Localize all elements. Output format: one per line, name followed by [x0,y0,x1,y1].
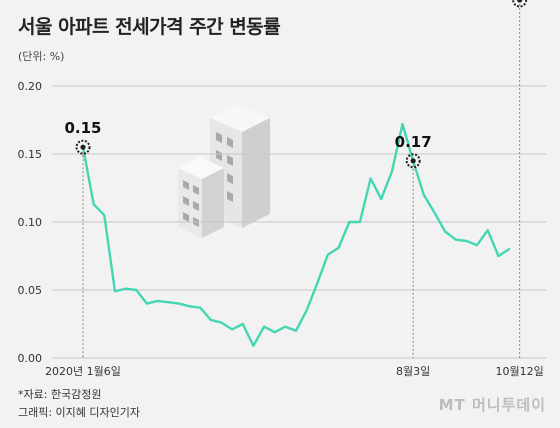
building-roof-2 [178,157,224,179]
building-front [242,118,270,228]
y-tick-label: 0.00 [18,352,43,365]
unit-label: (단위: %) [18,50,65,63]
y-tick-label: 0.05 [18,284,43,297]
peak-dot [410,158,416,164]
data-label: 0.17 [395,133,432,151]
annotation-markers: 0.15 0.17 0.08 [64,0,538,169]
y-tick-label: 0.10 [18,216,43,229]
annotation-guides [82,0,521,358]
peak-marker [75,139,91,155]
y-tick-label: 0.20 [18,80,43,93]
peak-dot [517,0,523,3]
building-front-2 [202,168,224,238]
chart-title: 서울 아파트 전세가격 주간 변동률 [18,16,281,38]
credit-note: 그래픽: 이지혜 디자인기자 [18,406,141,419]
y-axis: 0.00 0.05 0.10 0.15 0.20 [18,80,43,365]
x-tick-label: 2020년 1월6일 [45,364,121,378]
grid [52,85,546,359]
building-roof [210,104,270,132]
x-tick-label: 8월3일 [396,364,430,378]
data-label: 0.15 [64,119,101,137]
data-label: 0.08 [501,0,538,4]
series-line [81,122,511,347]
building-side-2 [178,168,202,238]
watermark-logo: MT 머니투데이 [438,396,546,414]
x-tick-label: 10월12일 [496,364,544,378]
building-illustration [178,104,270,238]
peak-marker [405,153,421,169]
peak-dot [80,144,86,150]
y-tick-label: 0.15 [18,148,43,161]
x-axis: 2020년 1월6일 8월3일 10월12일 [45,364,544,378]
source-note: *자료: 한국감정원 [18,388,102,401]
